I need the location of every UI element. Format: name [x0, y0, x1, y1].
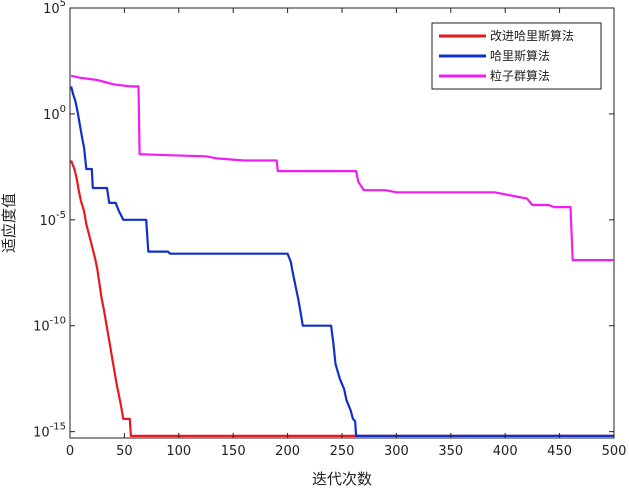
x-axis-label: 迭代次数 — [312, 470, 372, 488]
series-line-1 — [70, 86, 614, 437]
y-tick-label: 10-15 — [33, 422, 66, 441]
x-tick-label: 350 — [438, 444, 463, 459]
x-tick-label: 100 — [166, 444, 191, 459]
x-axis-ticks: 0 50 100 150 200 250 300 350 400 450 500 — [66, 8, 627, 459]
y-tick-label: 10-5 — [39, 210, 66, 229]
x-tick-label: 300 — [384, 444, 409, 459]
x-tick-label: 400 — [493, 444, 518, 459]
x-tick-label: 50 — [116, 444, 133, 459]
series-line-0 — [70, 160, 614, 437]
x-tick-label: 200 — [275, 444, 300, 459]
x-tick-label: 450 — [547, 444, 572, 459]
x-tick-label: 500 — [602, 444, 627, 459]
series-layer — [70, 74, 614, 437]
legend-label-hho: 哈里斯算法 — [490, 48, 550, 63]
series-line-2 — [70, 74, 614, 262]
legend: 改进哈里斯算法 哈里斯算法 粒子群算法 — [431, 22, 602, 90]
x-tick-label: 250 — [330, 444, 355, 459]
legend-label-improved-hho: 改进哈里斯算法 — [490, 28, 574, 43]
y-tick-label: 10-10 — [33, 316, 66, 335]
y-axis-ticks: 105 100 10-5 10-10 10-15 — [33, 0, 614, 441]
y-tick-label: 105 — [43, 0, 66, 17]
y-axis-label: 适应度值 — [0, 193, 18, 253]
x-tick-label: 0 — [66, 444, 74, 459]
y-tick-label: 100 — [43, 104, 66, 123]
x-tick-label: 150 — [221, 444, 246, 459]
legend-label-pso: 粒子群算法 — [490, 68, 550, 83]
